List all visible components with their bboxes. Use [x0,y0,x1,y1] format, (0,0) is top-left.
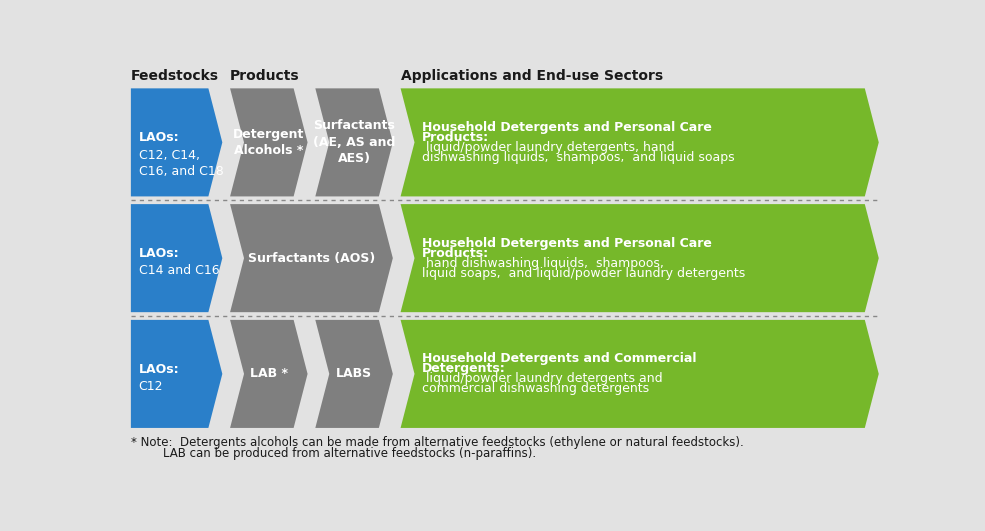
Polygon shape [131,88,223,196]
Polygon shape [230,88,307,196]
Text: * Note:  Detergents alcohols can be made from alternative feedstocks (ethylene o: * Note: Detergents alcohols can be made … [131,436,744,449]
Text: hand dishwashing liquids,  shampoos,: hand dishwashing liquids, shampoos, [423,256,664,270]
Polygon shape [315,88,393,196]
Polygon shape [401,320,879,428]
Polygon shape [401,204,879,312]
Text: Household Detergents and Personal Care: Household Detergents and Personal Care [423,121,712,134]
Text: LABS: LABS [336,367,372,380]
Polygon shape [401,88,879,196]
Text: C12, C14,
C16, and C18: C12, C14, C16, and C18 [139,149,224,178]
Polygon shape [230,204,393,312]
Text: LAB can be produced from alternative feedstocks (n-paraffins).: LAB can be produced from alternative fee… [164,447,537,460]
Text: LAOs:: LAOs: [139,131,179,144]
Text: dishwashing liquids,  shampoos,  and liquid soaps: dishwashing liquids, shampoos, and liqui… [423,151,735,164]
Text: liquid soaps,  and liquid/powder laundry detergents: liquid soaps, and liquid/powder laundry … [423,267,746,280]
Text: liquid/powder laundry detergents and: liquid/powder laundry detergents and [423,372,663,386]
Text: LAOs:: LAOs: [139,363,179,376]
Text: liquid/powder laundry detergents, hand: liquid/powder laundry detergents, hand [423,141,675,154]
Text: Feedstocks: Feedstocks [131,69,219,83]
Text: Products:: Products: [423,246,490,260]
Text: LAB *: LAB * [250,367,288,380]
Text: Products: Products [230,69,299,83]
Polygon shape [131,204,223,312]
Text: C12: C12 [139,380,164,393]
Text: commercial dishwashing detergents: commercial dishwashing detergents [423,382,649,396]
Text: Household Detergents and Commercial: Household Detergents and Commercial [423,353,696,365]
Text: Surfactants (AOS): Surfactants (AOS) [248,252,375,264]
Text: Applications and End-use Sectors: Applications and End-use Sectors [401,69,663,83]
Polygon shape [131,320,223,428]
Text: Detergent
Alcohols *: Detergent Alcohols * [233,127,304,157]
Text: Products:: Products: [423,131,490,144]
Polygon shape [315,320,393,428]
Polygon shape [230,320,307,428]
Text: C14 and C16: C14 and C16 [139,264,220,277]
Text: LAOs:: LAOs: [139,247,179,260]
Text: Detergents:: Detergents: [423,362,506,375]
Text: Household Detergents and Personal Care: Household Detergents and Personal Care [423,237,712,250]
Text: Surfactants
(AE, AS and
AES): Surfactants (AE, AS and AES) [313,119,395,165]
